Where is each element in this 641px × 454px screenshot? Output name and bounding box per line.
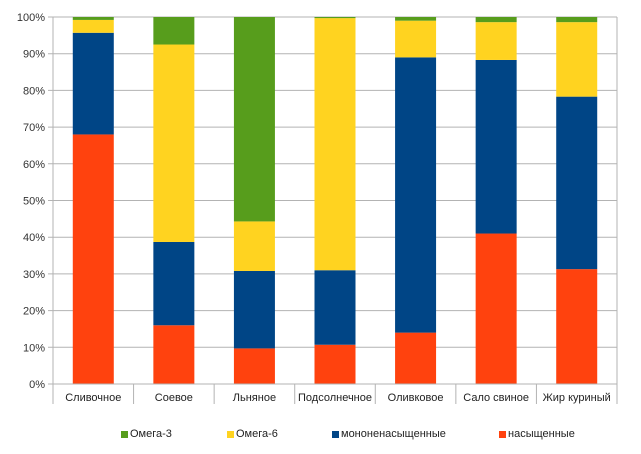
legend-swatch [332, 430, 339, 438]
bar-segment [72, 19, 114, 33]
bar-segment [314, 270, 356, 345]
bar-segment [475, 22, 517, 60]
bars [72, 17, 598, 384]
y-tick-label: 40% [23, 232, 45, 244]
bar-segment [72, 32, 114, 135]
bar-segment [395, 17, 437, 21]
legend-item: Омега-6 [227, 428, 278, 440]
y-tick-label: 0% [29, 379, 45, 391]
bar-segment [153, 241, 195, 326]
legend-label: Омега-6 [236, 428, 278, 440]
legend: Омега-3 Омега-6 мононенасыщенные насыщенные [0, 428, 641, 444]
legend-swatch [227, 430, 234, 438]
bar-segment [556, 22, 598, 97]
x-tick-label: Оливковое [388, 392, 444, 404]
y-tick-label: 60% [23, 159, 45, 171]
y-tick-label: 70% [23, 122, 45, 134]
bar-segment [556, 96, 598, 270]
bar-segment [556, 269, 598, 384]
legend-label: Омега-3 [130, 428, 172, 440]
y-axis-ticks: 0% 10% 20% 30% 40% 50% 60% 70% 80% 90% 100% [17, 12, 45, 391]
legend-item: Омега-3 [121, 428, 172, 440]
bar-segment [153, 17, 195, 45]
x-tick-label: Соевое [155, 392, 193, 404]
y-tick-label: 80% [23, 85, 45, 97]
legend-item: насыщенные [499, 428, 575, 440]
legend-label: насыщенные [508, 428, 575, 440]
y-tick-label: 90% [23, 49, 45, 61]
bar-segment [72, 17, 114, 20]
bar-segment [153, 44, 195, 242]
bar-segment [395, 20, 437, 58]
y-tick-label: 50% [23, 196, 45, 208]
bar-segment [395, 332, 437, 384]
stacked-bar-chart: 0% 10% 20% 30% 40% 50% 60% 70% 80% 90% 100% Сливоч… [17, 12, 618, 404]
x-tick-label: Подсолнечное [298, 392, 372, 404]
y-tick-label: 20% [23, 306, 45, 318]
bar-segment [153, 325, 195, 384]
bar-segment [475, 59, 517, 234]
bar-segment [72, 134, 114, 384]
bar-segment [314, 18, 356, 271]
x-tick-label: Сало свиное [463, 392, 529, 404]
bar-segment [556, 17, 598, 23]
bar-segment [233, 17, 275, 222]
y-tick-label: 30% [23, 269, 45, 281]
bar-segment [475, 17, 517, 23]
x-tick-label: Сливочное [65, 392, 121, 404]
x-tick-label: Жир куриный [543, 392, 611, 404]
legend-swatch [499, 430, 506, 438]
axes [52, 17, 618, 404]
bar-segment [314, 344, 356, 384]
x-axis-labels: Сливочное Соевое Льняное Подсолнечное Оливко… [65, 392, 611, 404]
bar-segment [233, 348, 275, 384]
bar-segment [475, 233, 517, 384]
x-tick-label: Льняное [233, 392, 276, 404]
bar-segment [314, 17, 356, 19]
y-tick-label: 100% [17, 12, 45, 24]
bar-segment [233, 221, 275, 271]
y-tick-label: 10% [23, 342, 45, 354]
bar-segment [395, 57, 437, 333]
legend-label: мононенасыщенные [341, 428, 446, 440]
legend-swatch [121, 430, 128, 438]
legend-item: мононенасыщенные [332, 428, 446, 440]
bar-segment [233, 270, 275, 349]
